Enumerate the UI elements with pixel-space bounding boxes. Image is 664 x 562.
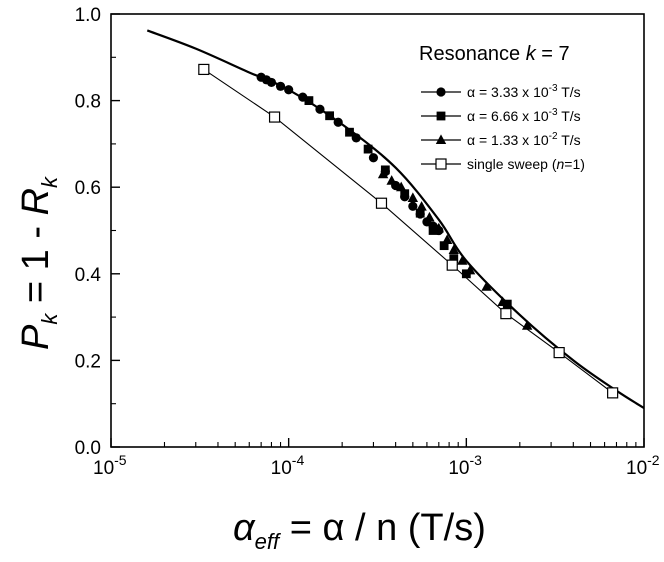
data-point <box>325 111 335 121</box>
model-curve <box>146 29 645 409</box>
data-point <box>315 104 325 114</box>
data-point <box>416 201 427 211</box>
legend-marker <box>435 158 447 170</box>
data-point <box>268 111 281 123</box>
data-point <box>368 153 379 163</box>
legend-entries: α = 3.33 x 10-3 T/s α = 6.66 x 10-3 T/s α … <box>421 83 585 172</box>
legend-entry-4: single sweep (n=1) <box>421 156 585 172</box>
data-point <box>497 296 508 306</box>
x-tick-label: 10-3 <box>448 452 482 479</box>
data-point <box>408 201 418 211</box>
data-point <box>198 63 210 76</box>
plot-frame <box>110 13 645 448</box>
legend-label: α = 6.66 x 10-3 T/s <box>467 107 581 124</box>
data-point <box>439 241 449 251</box>
x-tick-label: 10-5 <box>93 452 127 479</box>
data-point <box>481 281 492 291</box>
data-point <box>396 181 407 192</box>
legend-label: α = 1.33 x 10-2 T/s <box>467 131 581 148</box>
data-point <box>275 81 286 91</box>
series-1 <box>256 72 444 236</box>
y-tick-label: 0.6 <box>75 178 101 199</box>
x-axis-title: αeff = α / n (T/s) <box>233 507 486 554</box>
y-tick-label: 0.0 <box>75 438 101 459</box>
data-point <box>377 168 389 179</box>
data-point <box>553 347 565 359</box>
data-point <box>407 192 419 203</box>
data-point <box>380 165 390 175</box>
legend-entry-3: α = 1.33 x 10-2 T/s <box>421 131 581 148</box>
data-point <box>446 259 458 271</box>
legend-marker <box>435 134 447 144</box>
y-tick-label: 1.0 <box>75 5 101 26</box>
data-point <box>400 189 410 199</box>
data-point <box>351 133 361 143</box>
data-point <box>449 254 459 264</box>
data-point <box>266 77 277 88</box>
legend-entry-1: α = 3.33 x 10-3 T/s <box>421 83 581 100</box>
legend-entry-2: α = 6.66 x 10-3 T/s <box>421 107 581 124</box>
series-3 <box>377 168 533 330</box>
legend-title: Resonance k = 7 <box>419 43 570 65</box>
data-point <box>375 197 388 209</box>
model-curve-layer <box>146 29 645 409</box>
data-point <box>457 255 468 265</box>
legend-label: α = 3.33 x 10-3 T/s <box>467 83 581 100</box>
data-point <box>304 96 314 105</box>
legend-marker <box>436 87 446 97</box>
legend: Resonance k = 7 α = 3.33 x 10-3 T/s α = 6… <box>419 43 585 172</box>
series-layer <box>198 63 619 399</box>
x-tick-label: 10-2 <box>626 452 660 479</box>
legend-label: single sweep (n=1) <box>467 156 585 172</box>
data-point <box>448 244 459 254</box>
x-tick-label: 10-4 <box>271 452 305 479</box>
data-point <box>424 211 435 222</box>
data-point <box>500 308 512 320</box>
data-point <box>333 117 343 127</box>
y-axis-title: Pk = 1 - Rk <box>15 176 62 350</box>
data-point <box>415 208 425 218</box>
data-point <box>464 264 476 275</box>
data-point <box>433 222 445 233</box>
data-point <box>607 387 619 399</box>
data-point <box>345 127 354 137</box>
data-point <box>502 299 512 309</box>
ticks-layer: 10-5 10-4 10-3 10-2 0.0 0.2 0.4 0.6 0.8 1.0 <box>75 5 660 479</box>
y-tick-label: 0.4 <box>75 265 102 286</box>
series-4 <box>198 63 619 399</box>
data-point <box>441 234 453 245</box>
data-point <box>386 175 397 185</box>
data-point <box>428 226 438 235</box>
legend-marker <box>436 111 446 121</box>
data-point <box>284 85 294 95</box>
data-point <box>363 144 373 154</box>
y-tick-label: 0.8 <box>75 92 101 113</box>
y-tick-label: 0.2 <box>75 351 101 372</box>
